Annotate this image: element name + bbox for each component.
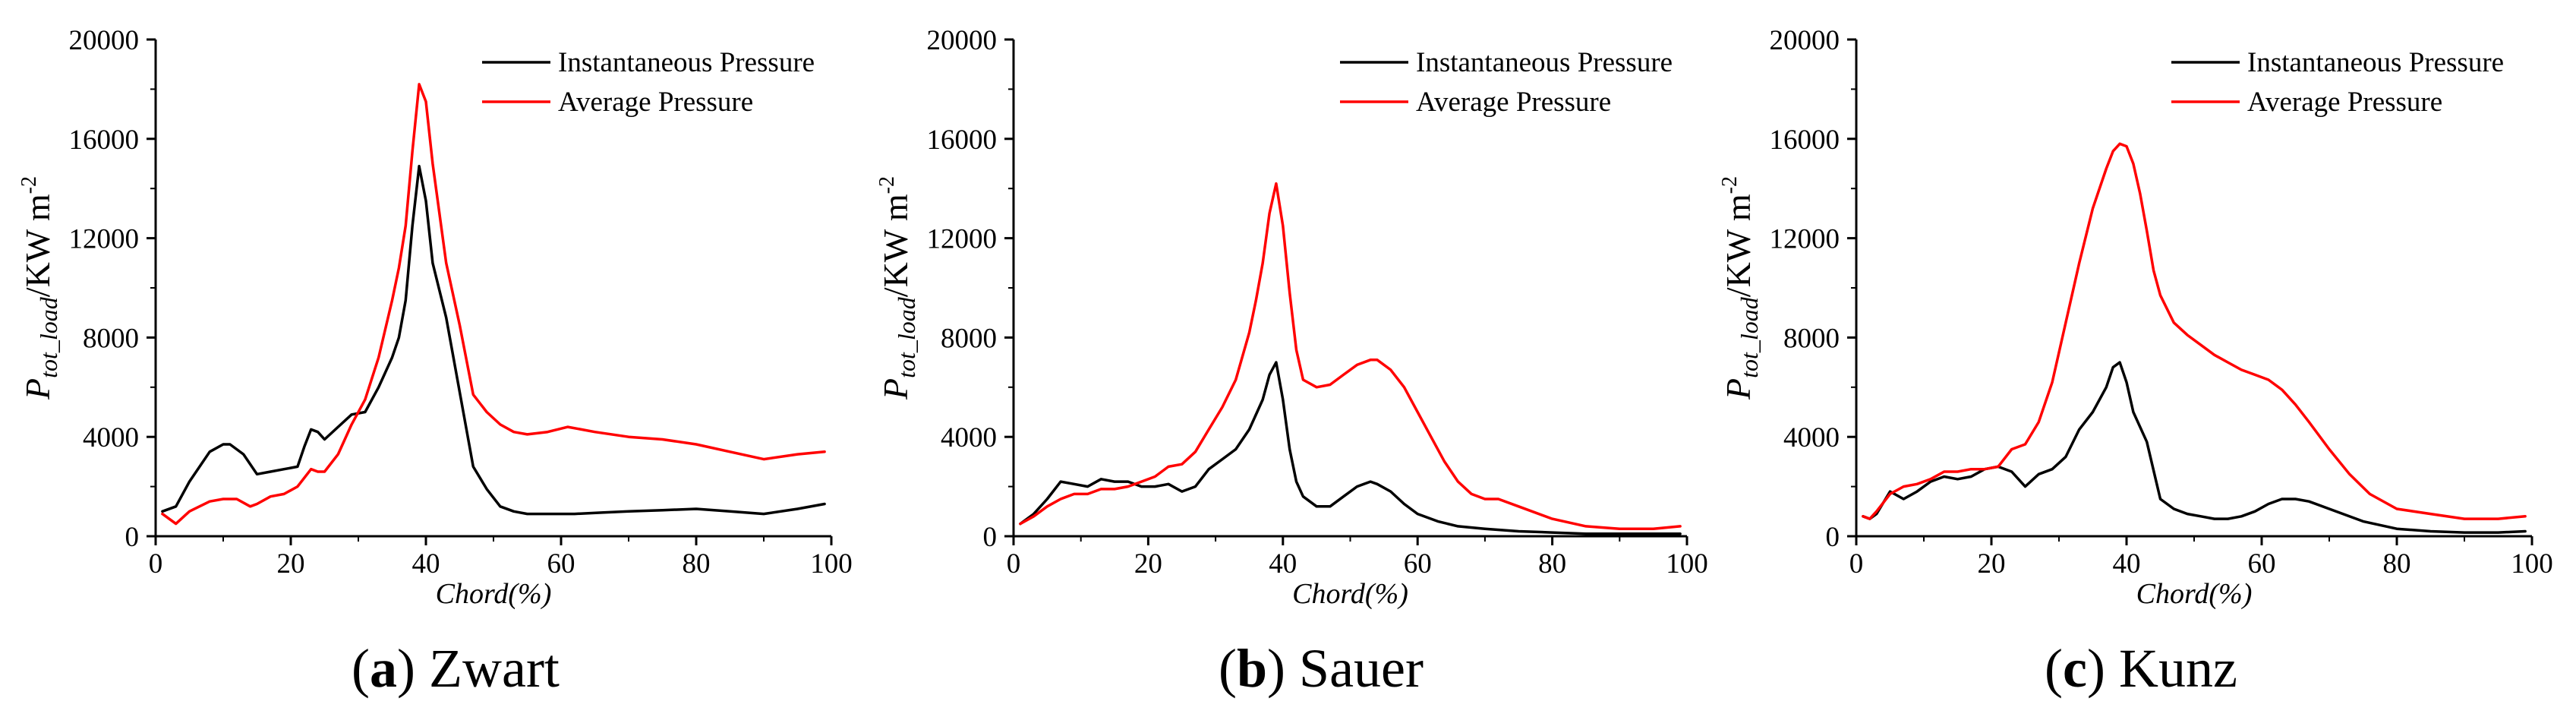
caption-method: Sauer	[1299, 638, 1424, 699]
y-tick-label: 20000	[927, 25, 998, 56]
panel-a: 0 20 40 60 80 100 0 4000 8000 12000 16000 20000 Chor…	[17, 25, 853, 699]
y-axis-label-subscript: tot_load	[1736, 296, 1763, 378]
average-pressure-line	[1019, 182, 1682, 530]
average-pressure-line	[161, 83, 826, 526]
y-tick-label: 4000	[941, 422, 997, 453]
y-tick-label: 12000	[69, 224, 140, 255]
caption-method: Zwart	[429, 638, 560, 699]
x-tick-label: 0	[1849, 548, 1864, 580]
x-tick-label: 40	[412, 548, 440, 580]
y-axis-label: Ptot_load/KW m-2	[17, 176, 62, 400]
y-axis-label-symbol: P	[18, 378, 57, 400]
caption-paren-open: (	[1219, 638, 1237, 699]
instantaneous-pressure-line	[161, 165, 826, 516]
x-tick-label: 40	[2113, 548, 2141, 580]
instantaneous-pressure-line	[1019, 361, 1682, 535]
x-tick-label: 80	[683, 548, 711, 580]
average-pressure-line	[1862, 142, 2527, 520]
y-axis-label: Ptot_load/KW m-2	[1718, 176, 1763, 400]
y-tick-label: 20000	[1770, 25, 1840, 56]
caption-letter: c	[2063, 638, 2087, 699]
y-axis-label-unit: /KW m	[18, 194, 57, 297]
x-tick-label: 100	[2511, 548, 2553, 580]
caption-letter: a	[370, 638, 397, 699]
x-tick-label: 80	[1538, 548, 1566, 580]
legend-label-instantaneous: Instantaneous Pressure	[2247, 47, 2504, 78]
panel-caption: (c) Kunz	[2045, 638, 2237, 699]
y-tick-label: 8000	[941, 323, 997, 354]
y-axis-label-unit: /KW m	[876, 194, 915, 297]
y-tick-label: 4000	[1783, 422, 1840, 453]
x-tick-label: 80	[2383, 548, 2411, 580]
y-tick-label: 16000	[69, 125, 140, 156]
x-axis-label: Chord(%)	[1292, 578, 1408, 610]
x-tick-label: 60	[547, 548, 575, 580]
panel-b: 0 20 40 60 80 100 0 4000 8000 12000 16000 20000 Chor…	[875, 25, 1708, 699]
legend-label-instantaneous: Instantaneous Pressure	[1416, 47, 1673, 78]
instantaneous-pressure-line	[1862, 361, 2527, 534]
y-axis-label-symbol: P	[876, 378, 915, 400]
y-tick-label: 20000	[69, 25, 140, 56]
y-axis-label: Ptot_load/KW m-2	[875, 176, 920, 400]
y-axis-label-subscript: tot_load	[893, 296, 920, 378]
panel-caption: (b) Sauer	[1219, 638, 1424, 699]
caption-paren-close: )	[2087, 638, 2119, 699]
y-axis-label-unit: /KW m	[1719, 194, 1758, 297]
y-tick-label: 16000	[1770, 125, 1840, 156]
x-tick-label: 100	[1666, 548, 1708, 580]
y-axis-label-superscript: -2	[17, 176, 41, 194]
y-axis-label-subscript: tot_load	[35, 296, 62, 378]
x-tick-label: 60	[1404, 548, 1432, 580]
x-tick-label: 20	[277, 548, 305, 580]
x-axis-label: Chord(%)	[436, 578, 552, 610]
x-tick-label: 40	[1269, 548, 1297, 580]
y-tick-label: 0	[125, 522, 140, 553]
x-tick-label: 60	[2248, 548, 2276, 580]
y-axis-label-superscript: -2	[1718, 176, 1742, 194]
x-tick-label: 0	[149, 548, 163, 580]
caption-paren-close: )	[1267, 638, 1299, 699]
caption-paren-open: (	[352, 638, 370, 699]
panel-caption: (a) Zwart	[352, 638, 560, 699]
x-tick-label: 20	[1134, 548, 1162, 580]
y-tick-label: 0	[983, 522, 998, 553]
caption-paren-close: )	[397, 638, 429, 699]
y-tick-label: 4000	[83, 422, 139, 453]
y-tick-label: 8000	[1783, 323, 1840, 354]
panel-c: 0 20 40 60 80 100 0 4000 8000 12000 16000 20000 Chor…	[1718, 25, 2553, 699]
y-tick-label: 12000	[1770, 224, 1840, 255]
x-tick-label: 0	[1007, 548, 1021, 580]
y-tick-label: 0	[1826, 522, 1840, 553]
caption-method: Kunz	[2119, 638, 2237, 699]
legend-label-average: Average Pressure	[1416, 87, 1611, 118]
legend-label-average: Average Pressure	[2247, 87, 2442, 118]
y-axis-label-symbol: P	[1719, 378, 1758, 400]
legend-label-instantaneous: Instantaneous Pressure	[558, 47, 815, 78]
legend-label-average: Average Pressure	[558, 87, 753, 118]
x-tick-label: 20	[1978, 548, 2006, 580]
y-tick-label: 12000	[927, 224, 998, 255]
caption-paren-open: (	[2045, 638, 2063, 699]
y-tick-label: 16000	[927, 125, 998, 156]
y-axis-label-superscript: -2	[875, 176, 899, 194]
caption-letter: b	[1237, 638, 1267, 699]
x-tick-label: 100	[810, 548, 853, 580]
y-tick-label: 8000	[83, 323, 139, 354]
x-axis-label: Chord(%)	[2136, 578, 2253, 610]
